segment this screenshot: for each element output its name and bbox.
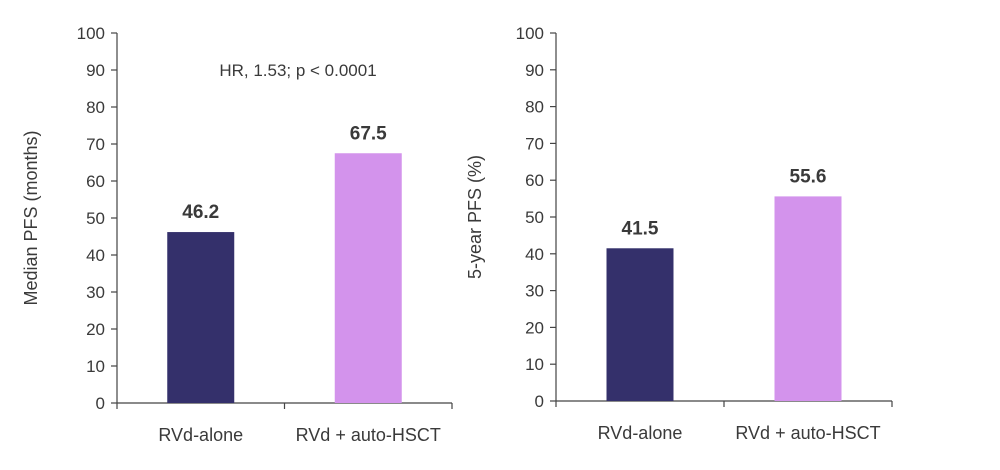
category-label: RVd-alone [158, 425, 243, 445]
y-tick-label: 20 [525, 318, 544, 337]
right-chart-5yr-pfs: 0 10 20 30 40 50 60 70 80 90 100 41.5 RVd-alone 55.6 R… [465, 24, 893, 443]
y-tick-label: 0 [96, 394, 105, 413]
y-tick-label: 80 [86, 98, 105, 117]
category-label: RVd + auto-HSCT [735, 423, 880, 443]
y-tick-label: 60 [86, 172, 105, 191]
y-axis-title: Median PFS (months) [21, 130, 41, 305]
y-tick-label: 100 [516, 24, 544, 43]
y-tick-label: 0 [535, 392, 544, 411]
bar-value-label: 67.5 [350, 123, 387, 144]
y-tick-label: 30 [525, 282, 544, 301]
y-tick-label: 10 [86, 357, 105, 376]
bar [774, 196, 842, 401]
bar-value-label: 46.2 [182, 202, 219, 223]
y-tick-label: 60 [525, 171, 544, 190]
y-tick-label: 50 [525, 208, 544, 227]
category-label: RVd-alone [598, 423, 683, 443]
y-tick-label: 40 [525, 245, 544, 264]
category-label: RVd + auto-HSCT [296, 425, 441, 445]
y-axis-title: 5-year PFS (%) [465, 155, 485, 279]
y-tick-label: 30 [86, 283, 105, 302]
bar [606, 248, 674, 401]
y-tick-label: 20 [86, 320, 105, 339]
bar-value-label: 41.5 [622, 218, 659, 239]
left-chart-median-pfs: 0 10 20 30 40 50 60 70 80 90 100 46.2 RVd-alone 67.5 R… [21, 24, 453, 445]
y-tick-label: 10 [525, 355, 544, 374]
bar [167, 232, 235, 403]
y-tick-label: 70 [86, 135, 105, 154]
bar-value-label: 55.6 [790, 166, 827, 187]
y-tick-label: 90 [525, 61, 544, 80]
hazard-ratio-annotation: HR, 1.53; p < 0.0001 [219, 61, 376, 80]
y-tick-label: 50 [86, 209, 105, 228]
y-tick-label: 40 [86, 246, 105, 265]
y-tick-label: 80 [525, 98, 544, 117]
y-tick-label: 70 [525, 134, 544, 153]
bar [334, 153, 402, 403]
y-tick-label: 100 [77, 24, 105, 43]
y-tick-label: 90 [86, 61, 105, 80]
